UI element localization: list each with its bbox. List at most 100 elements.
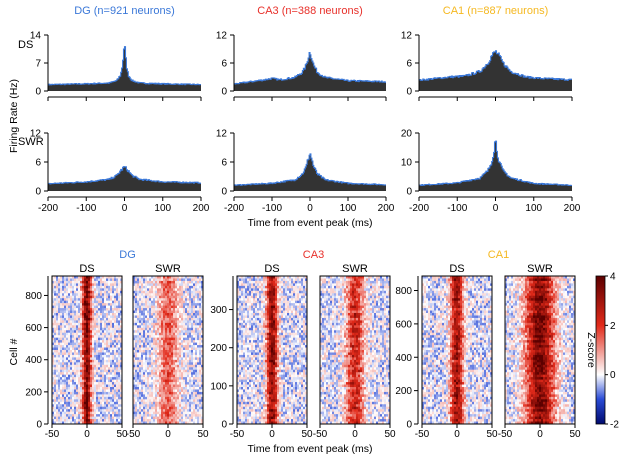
heatmap-cell xyxy=(116,327,119,331)
heatmap-cell xyxy=(68,283,71,287)
heatmap-cell xyxy=(303,276,306,279)
heatmap-cell xyxy=(177,305,180,309)
heatmap-cell xyxy=(137,308,140,311)
heatmap-cell xyxy=(110,276,113,279)
heatmap-cell xyxy=(80,340,83,343)
heatmap-cell xyxy=(84,310,87,314)
heatmap-cell xyxy=(110,320,113,324)
heatmap-cell xyxy=(159,391,162,395)
heatmap-cell xyxy=(151,317,154,321)
heatmap-cell xyxy=(167,394,170,398)
heatmap-cell xyxy=(199,293,202,297)
heatmap-cell xyxy=(110,414,113,417)
heatmap-cell xyxy=(66,345,69,348)
heatmap-cell xyxy=(104,298,107,302)
heatmap-cell xyxy=(177,377,180,380)
heatmap-cell xyxy=(157,313,160,316)
heatmap-cell xyxy=(169,278,172,282)
heatmap-cell xyxy=(139,315,142,319)
heatmap-cell xyxy=(58,382,61,385)
heatmap-cell xyxy=(167,372,170,376)
heatmap-cell xyxy=(139,342,142,346)
heatmap-cell xyxy=(187,342,190,346)
heatmap-cell xyxy=(60,335,63,339)
heatmap-cell xyxy=(80,327,83,331)
heatmap-cell xyxy=(183,342,186,346)
heatmap-cell xyxy=(249,288,252,292)
heatmap-cell xyxy=(177,406,180,410)
heatmap-cell xyxy=(88,354,91,358)
heatmap-cell xyxy=(141,337,144,341)
heatmap-cell xyxy=(173,303,176,306)
heatmap-cell xyxy=(82,347,85,351)
y-tick-label: 0 xyxy=(221,187,227,198)
heatmap-cell xyxy=(70,276,73,279)
heatmap-cell xyxy=(104,416,107,420)
heatmap-cell xyxy=(84,414,87,417)
heatmap-cell xyxy=(281,295,284,299)
heatmap-cell xyxy=(74,308,77,311)
heatmap-cell xyxy=(165,357,168,361)
heatmap-cell xyxy=(181,322,184,326)
heatmap-cell xyxy=(66,391,69,395)
heatmap-cell xyxy=(110,308,113,311)
heatmap-cell xyxy=(58,414,61,417)
heatmap-cell xyxy=(62,335,65,339)
heatmap-cell xyxy=(92,337,95,341)
heatmap-cell xyxy=(167,283,170,287)
heatmap-cell xyxy=(161,300,164,304)
heatmap-cell xyxy=(165,354,168,358)
heatmap-cell xyxy=(72,293,75,297)
heatmap-cell xyxy=(183,285,186,289)
heatmap-cell xyxy=(169,414,172,417)
heatmap-cell xyxy=(92,374,95,378)
heatmap-cell xyxy=(116,347,119,351)
heatmap-cell xyxy=(92,367,95,371)
heatmap-cell xyxy=(153,357,156,361)
heatmap-cell xyxy=(161,394,164,398)
heatmap-cell xyxy=(277,295,280,299)
heatmap-cell xyxy=(86,342,89,346)
heatmap-cell xyxy=(289,303,292,306)
heatmap-cell xyxy=(163,278,166,282)
heatmap-cell xyxy=(92,345,95,348)
heatmap-cell xyxy=(52,347,55,351)
heatmap-cell xyxy=(62,293,65,297)
heatmap-cell xyxy=(106,337,109,341)
heatmap-cell xyxy=(66,379,69,383)
heatmap-cell xyxy=(90,310,93,314)
heatmap-cell xyxy=(191,399,194,403)
heatmap-cell xyxy=(201,315,204,319)
heatmap-cell xyxy=(149,389,152,393)
heatmap-cell xyxy=(84,352,87,356)
heatmap-cell xyxy=(287,295,290,299)
heatmap-cell xyxy=(201,401,204,405)
heatmap-cell xyxy=(299,276,302,279)
heatmap-cell xyxy=(143,374,146,378)
heatmap-cell xyxy=(98,315,101,319)
heatmap-cell xyxy=(92,364,95,368)
x-tick-label: 50 xyxy=(116,429,128,440)
heatmap-cell xyxy=(68,399,71,403)
heatmap-cell xyxy=(72,345,75,348)
heatmap-cell xyxy=(183,345,186,348)
heatmap-cell xyxy=(118,416,121,420)
heatmap-cell xyxy=(100,377,103,380)
heatmap-cell xyxy=(153,409,156,413)
heatmap-cell xyxy=(167,327,170,331)
heatmap-cell xyxy=(151,389,154,393)
heatmap-cell xyxy=(187,406,190,410)
heatmap-cell xyxy=(287,303,290,306)
heatmap-cell xyxy=(151,414,154,417)
heatmap-cell xyxy=(135,414,138,417)
heatmap-cell xyxy=(98,330,101,334)
heatmap-cell xyxy=(68,372,71,376)
heatmap-cell xyxy=(185,347,188,351)
heatmap-cell xyxy=(245,303,248,306)
heatmap-cell xyxy=(56,374,59,378)
heatmap-cell xyxy=(159,298,162,302)
heatmap-cell xyxy=(100,288,103,292)
heatmap-cell xyxy=(163,335,166,339)
heatmap-cell xyxy=(102,288,105,292)
heatmap-cell xyxy=(157,357,160,361)
